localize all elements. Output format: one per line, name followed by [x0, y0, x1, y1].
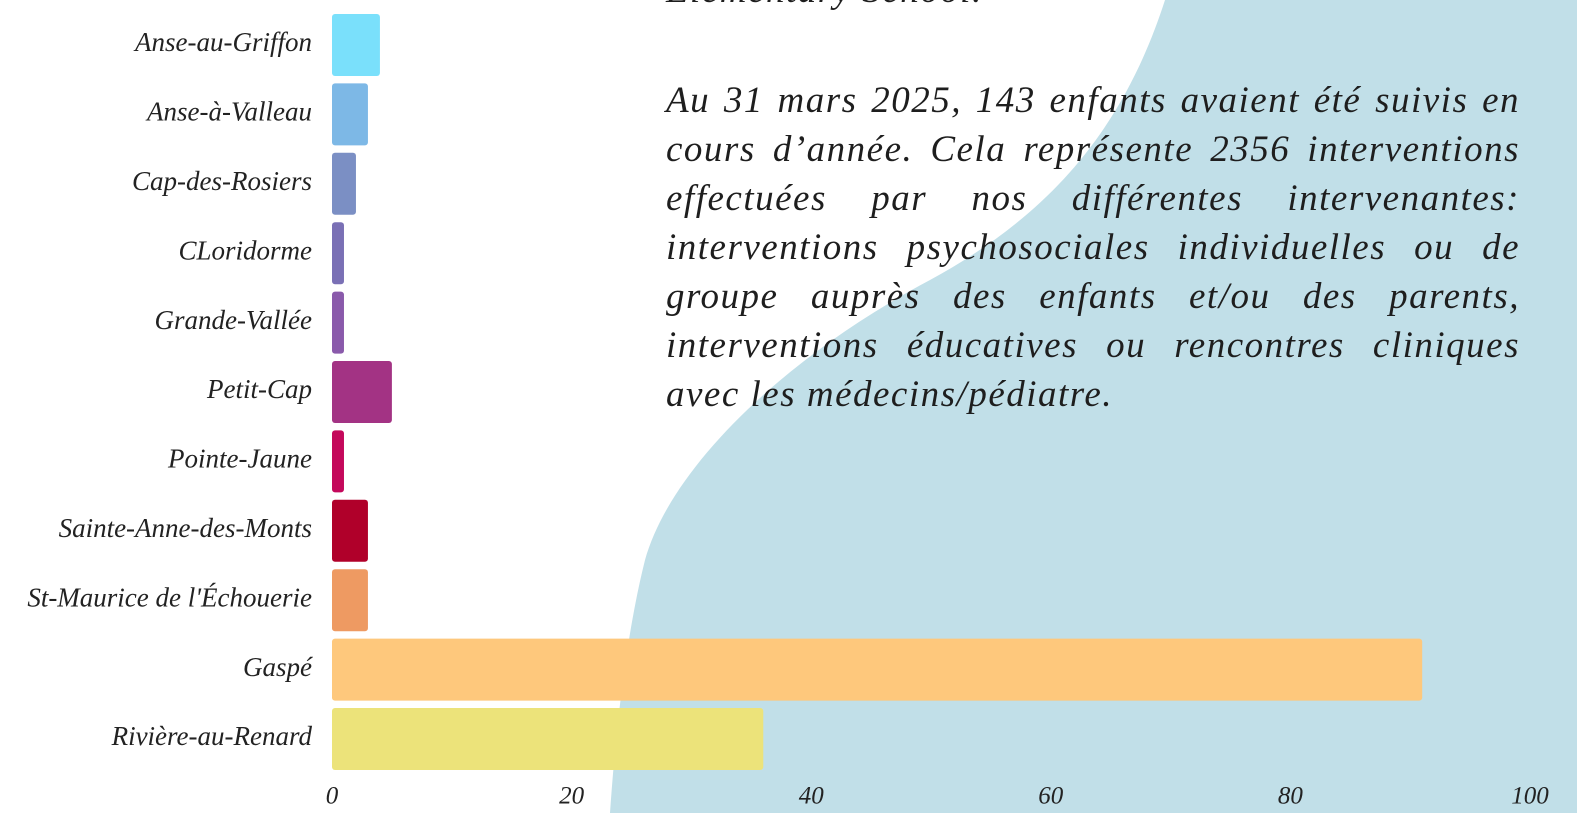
bar [332, 569, 368, 632]
x-tick-label: 80 [1278, 783, 1304, 810]
x-tick-label: 0 [326, 783, 339, 810]
bar [332, 708, 764, 770]
y-tick-label: Sainte-Anne-des-Monts [59, 513, 312, 543]
bar [332, 291, 344, 354]
bar [332, 152, 356, 215]
y-tick-label: Gaspé [243, 652, 313, 682]
x-tick-label: 60 [1038, 783, 1064, 810]
x-tick-label: 40 [799, 783, 825, 810]
bar [332, 638, 1423, 701]
bar [332, 361, 392, 423]
bar [332, 430, 344, 493]
background-shape [610, 0, 1577, 813]
paragraph: Au 31 mars 2025, 143 enfants avaient été… [666, 80, 1520, 415]
y-tick-label: Petit-Cap [206, 374, 312, 404]
y-tick-label: Cap-des-Rosiers [132, 166, 312, 196]
bar [332, 14, 380, 76]
y-tick-label: St-Maurice de l'Échouerie [27, 582, 312, 612]
heading-fragment: Elementary School. [666, 0, 1520, 15]
x-tick-label: 20 [559, 783, 585, 810]
bar [332, 499, 368, 562]
y-tick-label: Anse-à-Valleau [145, 97, 312, 127]
y-tick-label: CLoridorme [178, 235, 312, 265]
x-tick-label: 100 [1511, 783, 1549, 810]
y-tick-label: Rivière-au-Renard [111, 721, 313, 751]
y-tick-label: Pointe-Jaune [167, 444, 312, 474]
bar [332, 83, 368, 146]
bar [332, 222, 344, 285]
y-tick-label: Grande-Vallée [155, 305, 312, 335]
y-tick-label: Anse-au-Griffon [133, 27, 312, 57]
